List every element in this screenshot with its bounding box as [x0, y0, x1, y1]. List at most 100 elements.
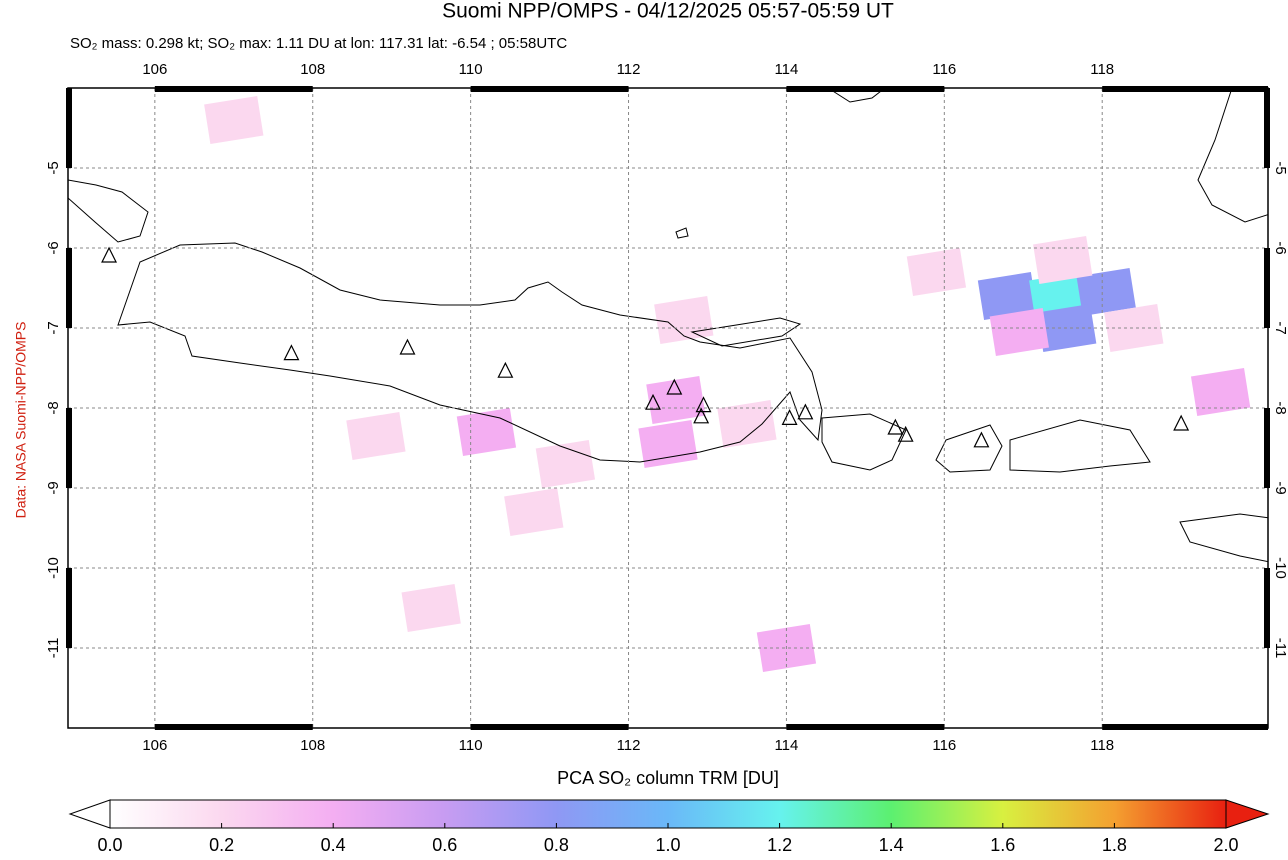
map-frame: 106 106 108 108 110 110 112 112 114 114 116 116 118 1…: [45, 61, 1288, 754]
volcano: [695, 396, 712, 413]
so2-pixel: [204, 96, 264, 144]
y-tick-label: -5: [45, 161, 62, 174]
y-tick-label: -6: [45, 241, 62, 254]
x-tick-label: 108: [300, 61, 325, 78]
so2-pixel: [646, 376, 706, 424]
y-tick-label: -9: [1272, 481, 1288, 494]
volcano: [399, 338, 416, 355]
y-tick-label: -6: [1272, 241, 1288, 254]
frame-bar: [1264, 568, 1270, 648]
coast-java: [117, 242, 823, 463]
frame-bar: [66, 248, 72, 328]
x-tick-label: 114: [774, 61, 798, 78]
coast-bawean: [675, 227, 689, 239]
frame-bar: [66, 408, 72, 488]
volcano: [497, 361, 514, 378]
frame-bar: [470, 86, 629, 92]
so2-pixel: [1104, 304, 1164, 352]
colorbar-tick-label: 1.0: [655, 835, 680, 855]
volcano: [1173, 414, 1190, 431]
so2-pixel: [346, 412, 406, 460]
so2-pixel: [717, 400, 777, 448]
so2-pixel: [1033, 236, 1093, 284]
coast-bali: [821, 413, 907, 471]
y-tick-label: -7: [45, 321, 62, 334]
y-tick-label: -11: [1272, 638, 1288, 659]
coast-borneo: [827, 88, 886, 103]
so2-pixel: [1076, 268, 1136, 316]
volcano: [645, 393, 661, 410]
volcano: [897, 425, 914, 442]
coast-sumbawa: [1009, 419, 1151, 473]
volcano: [797, 403, 814, 420]
x-tick-label: 114: [774, 737, 798, 754]
frame-bar: [1264, 408, 1270, 488]
colorbar-tick-label: 1.2: [767, 835, 792, 855]
y-tick-label: -10: [1272, 557, 1288, 579]
frame-bar: [786, 724, 945, 730]
colorbar-tick-label: 0.2: [209, 835, 234, 855]
so2-pixel: [638, 420, 698, 468]
y-tick-label: -7: [1272, 321, 1288, 334]
y-tick-label: -8: [45, 401, 62, 414]
frame-bar: [66, 88, 72, 168]
colorbar-tick-label: 0.4: [321, 835, 346, 855]
so2-pixel: [401, 584, 461, 632]
y-tick-label: -9: [45, 481, 62, 494]
frame-bar: [470, 724, 629, 730]
volcano: [693, 407, 710, 424]
frame-bar: [786, 86, 945, 92]
frame-bar: [154, 86, 313, 92]
x-tick-label: 106: [142, 61, 167, 78]
colorbar-tick-label: 1.6: [990, 835, 1015, 855]
colorbar-tick-label: 0.6: [432, 835, 457, 855]
y-tick-label: -5: [1272, 161, 1288, 174]
so2-pixel: [989, 308, 1049, 356]
frame-bar: [154, 724, 313, 730]
colorbar-tick-label: 2.0: [1213, 835, 1238, 855]
coast-sumba: [1179, 513, 1268, 563]
so2-pixel: [504, 488, 564, 536]
x-tick-label: 118: [1090, 61, 1114, 78]
so2-pixel: [977, 272, 1038, 320]
colorbar-tick-label: 1.8: [1102, 835, 1127, 855]
colorbar-under: [68, 799, 111, 829]
coast-sulawesi: [1197, 88, 1268, 223]
y-tick-label: -8: [1272, 401, 1288, 414]
colorbar-over: [1225, 799, 1270, 829]
x-tick-label: 110: [459, 61, 483, 78]
so2-pixel: [906, 248, 967, 296]
so2-pixel: [1190, 368, 1251, 416]
x-tick-label: 110: [459, 737, 483, 754]
coast-lombok: [935, 424, 1003, 473]
volcano: [887, 418, 904, 435]
x-tick-label: 118: [1090, 737, 1114, 754]
frame-bar: [1264, 248, 1270, 328]
coast-madura: [690, 317, 802, 347]
x-tick-label: 112: [617, 737, 641, 754]
y-tick-label: -10: [45, 557, 62, 579]
colorbar-tick-label: 0.8: [544, 835, 569, 855]
x-tick-label: 116: [932, 737, 956, 754]
volcano: [781, 409, 798, 425]
frame-bar: [66, 568, 72, 648]
colorbar-tick-label: 1.4: [879, 835, 904, 855]
so2-pixel: [654, 296, 714, 344]
frame-bar: [1264, 88, 1270, 168]
x-tick-label: 106: [142, 737, 167, 754]
frame-bar: [1102, 724, 1268, 730]
volcano: [973, 431, 990, 448]
coast-sumatra: [68, 179, 149, 243]
y-tick-label: -11: [45, 638, 62, 659]
so2-layer: [204, 96, 1251, 672]
x-tick-label: 112: [617, 61, 641, 78]
data-credit: Data: NASA Suomi-NPP/OMPS: [13, 322, 29, 519]
x-tick-label: 116: [932, 61, 956, 78]
coastlines: [68, 88, 1268, 563]
subtitle: SO₂ mass: 0.298 kt; SO₂ max: 1.11 DU at …: [70, 35, 567, 52]
volcano: [101, 246, 118, 263]
colorbar-tick-label: 0.0: [97, 835, 122, 855]
colorbar: 0.0 0.2 0.4 0.6 0.8 1.0 1.2 1.4 1.6 1.8 2.0: [68, 799, 1270, 855]
chart-title: Suomi NPP/OMPS - 04/12/2025 05:57-05:59 …: [442, 0, 894, 23]
